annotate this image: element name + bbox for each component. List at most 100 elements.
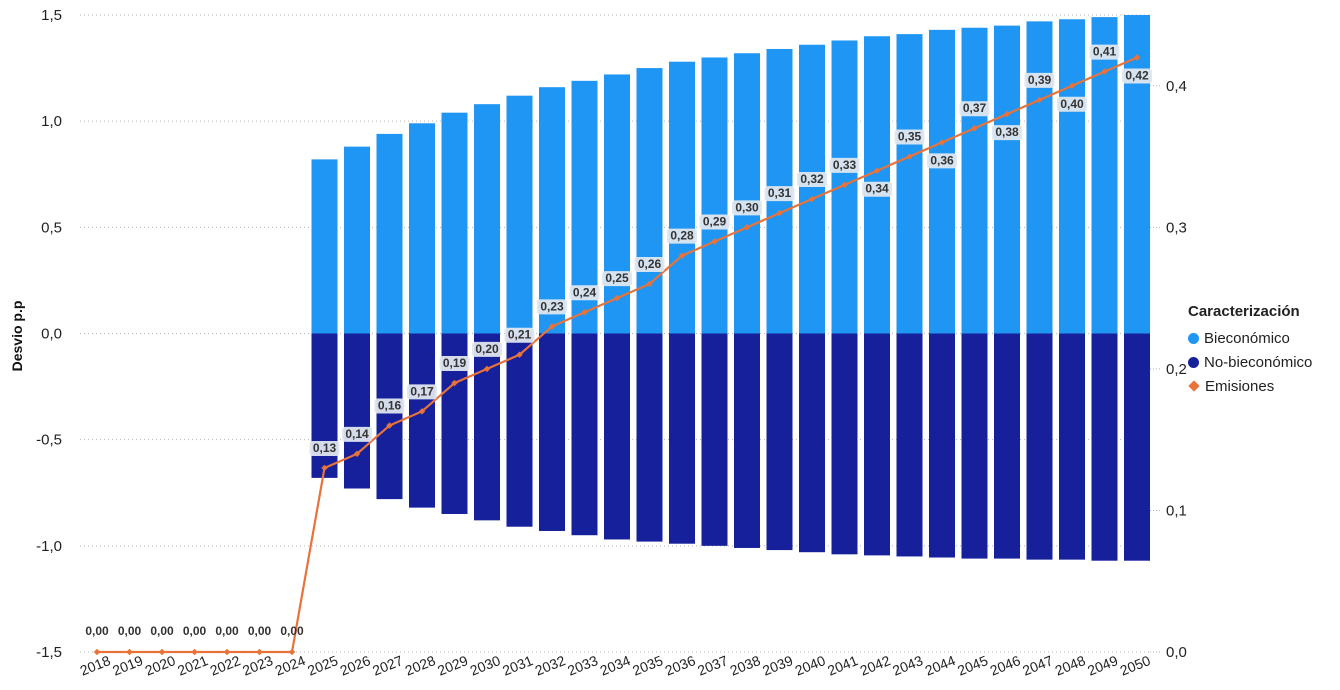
legend-item-no-bieconomico: No-bieconómico — [1188, 350, 1312, 374]
bar-bieconomico — [604, 74, 630, 334]
x-tick-label: 2042 — [858, 652, 893, 679]
x-tick-label: 2028 — [403, 652, 438, 679]
x-tick-label: 2036 — [663, 652, 698, 679]
emissions-point — [1133, 54, 1141, 61]
data-label: 0,14 — [345, 427, 369, 441]
data-label: 0,00 — [280, 624, 304, 638]
data-label-bg — [1057, 96, 1087, 112]
x-tick-label: 2049 — [1085, 652, 1120, 679]
bar-no-bieconomico — [831, 333, 858, 555]
emissions-point — [158, 648, 166, 656]
x-tick-label: 2045 — [955, 652, 990, 679]
emissions-point — [678, 252, 686, 259]
emissions-point — [711, 238, 718, 245]
x-tick-label: 2050 — [1118, 652, 1153, 679]
x-tick-label: 2021 — [175, 652, 210, 679]
bar-no-bieconomico — [506, 333, 533, 527]
emissions-point — [451, 379, 458, 387]
data-label-bg — [959, 101, 990, 117]
data-label: 0,29 — [703, 214, 727, 228]
data-label: 0,37 — [963, 101, 987, 115]
bar-bieconomico — [799, 44, 825, 334]
bar-no-bieconomico — [799, 333, 825, 553]
data-label-bg — [537, 299, 567, 315]
data-label: 0,26 — [638, 257, 662, 271]
bar-no-bieconomico — [409, 333, 435, 508]
bar-bieconomico — [441, 112, 468, 334]
emissions-point — [613, 294, 621, 302]
y-left-tick-label: 1,0 — [41, 113, 62, 130]
x-tick-label: 2032 — [533, 652, 568, 679]
bar-no-bieconomico — [344, 333, 370, 489]
bar-bieconomico — [929, 29, 955, 334]
bar-bieconomico — [994, 25, 1020, 334]
data-label-bg — [374, 398, 405, 414]
data-label-bg — [342, 426, 372, 442]
bar-bieconomico — [734, 53, 760, 334]
data-label: 0,40 — [1060, 97, 1084, 111]
emissions-point — [1003, 110, 1011, 118]
bar-no-bieconomico — [1026, 333, 1053, 560]
x-tick-label: 2040 — [793, 652, 828, 679]
emissions-point — [646, 280, 653, 288]
data-label-bg — [797, 172, 827, 188]
data-label: 0,24 — [573, 285, 597, 299]
emissions-point — [288, 648, 296, 656]
bar-no-bieconomico — [571, 333, 598, 536]
bar-bieconomico — [896, 34, 923, 334]
data-label: 0,34 — [865, 182, 889, 196]
bar-bieconomico — [1026, 21, 1053, 334]
data-label-bg — [699, 214, 730, 230]
data-label: 0,21 — [508, 328, 532, 342]
y-left-tick-label: 0,5 — [41, 219, 62, 236]
data-label: 0,00 — [118, 624, 142, 638]
data-label: 0,25 — [605, 271, 629, 285]
x-tick-label: 2030 — [468, 652, 503, 679]
data-label-bg — [667, 228, 697, 244]
bar-no-bieconomico — [896, 333, 923, 557]
bars — [311, 15, 1150, 561]
bar-bieconomico — [669, 61, 695, 334]
emissions-point — [1101, 68, 1108, 75]
x-tick-label: 2043 — [890, 652, 925, 679]
bar-bieconomico — [961, 27, 988, 334]
data-label: 0,39 — [1028, 73, 1052, 87]
data-label-bg — [407, 384, 437, 400]
x-tick-label: 2039 — [760, 652, 795, 679]
data-label: 0,00 — [183, 624, 207, 638]
legend-swatch-bieconomico — [1188, 332, 1199, 344]
bar-no-bieconomico — [539, 333, 565, 531]
bar-bieconomico — [1124, 15, 1150, 334]
bar-no-bieconomico — [1091, 333, 1118, 561]
bar-no-bieconomico — [474, 333, 500, 521]
x-tick-label: 2023 — [240, 652, 275, 679]
data-label: 0,00 — [248, 624, 272, 638]
data-label: 0,33 — [833, 158, 857, 172]
x-tick-label: 2027 — [370, 652, 405, 679]
emissions-point — [353, 450, 361, 458]
emissions-point — [483, 365, 491, 373]
bar-no-bieconomico — [929, 333, 955, 558]
bar-bieconomico — [376, 133, 403, 334]
x-tick-label: 2048 — [1053, 652, 1088, 679]
x-tick-label: 2037 — [695, 652, 730, 679]
data-label-bg — [472, 341, 502, 357]
bar-bieconomico — [409, 123, 435, 334]
y-left-tick-label: -1,5 — [36, 644, 62, 661]
y-left-tick-label: 1,5 — [41, 7, 62, 24]
legend-item-bieconomico: Bieconómico — [1188, 326, 1312, 350]
data-label-bg — [602, 271, 632, 287]
data-label: 0,28 — [670, 229, 694, 243]
legend-title: Caracterización — [1188, 303, 1300, 320]
bar-bieconomico — [701, 57, 728, 334]
data-label: 0,19 — [443, 356, 467, 370]
bar-no-bieconomico — [1124, 333, 1150, 561]
y-right-tick-label: 0,4 — [1166, 78, 1187, 95]
data-label: 0,13 — [313, 441, 337, 455]
bar-no-bieconomico — [864, 333, 890, 556]
emissions-line — [93, 54, 1141, 656]
bar-no-bieconomico — [994, 333, 1020, 559]
bar-bieconomico — [1091, 17, 1118, 334]
data-label: 0,30 — [735, 200, 759, 214]
